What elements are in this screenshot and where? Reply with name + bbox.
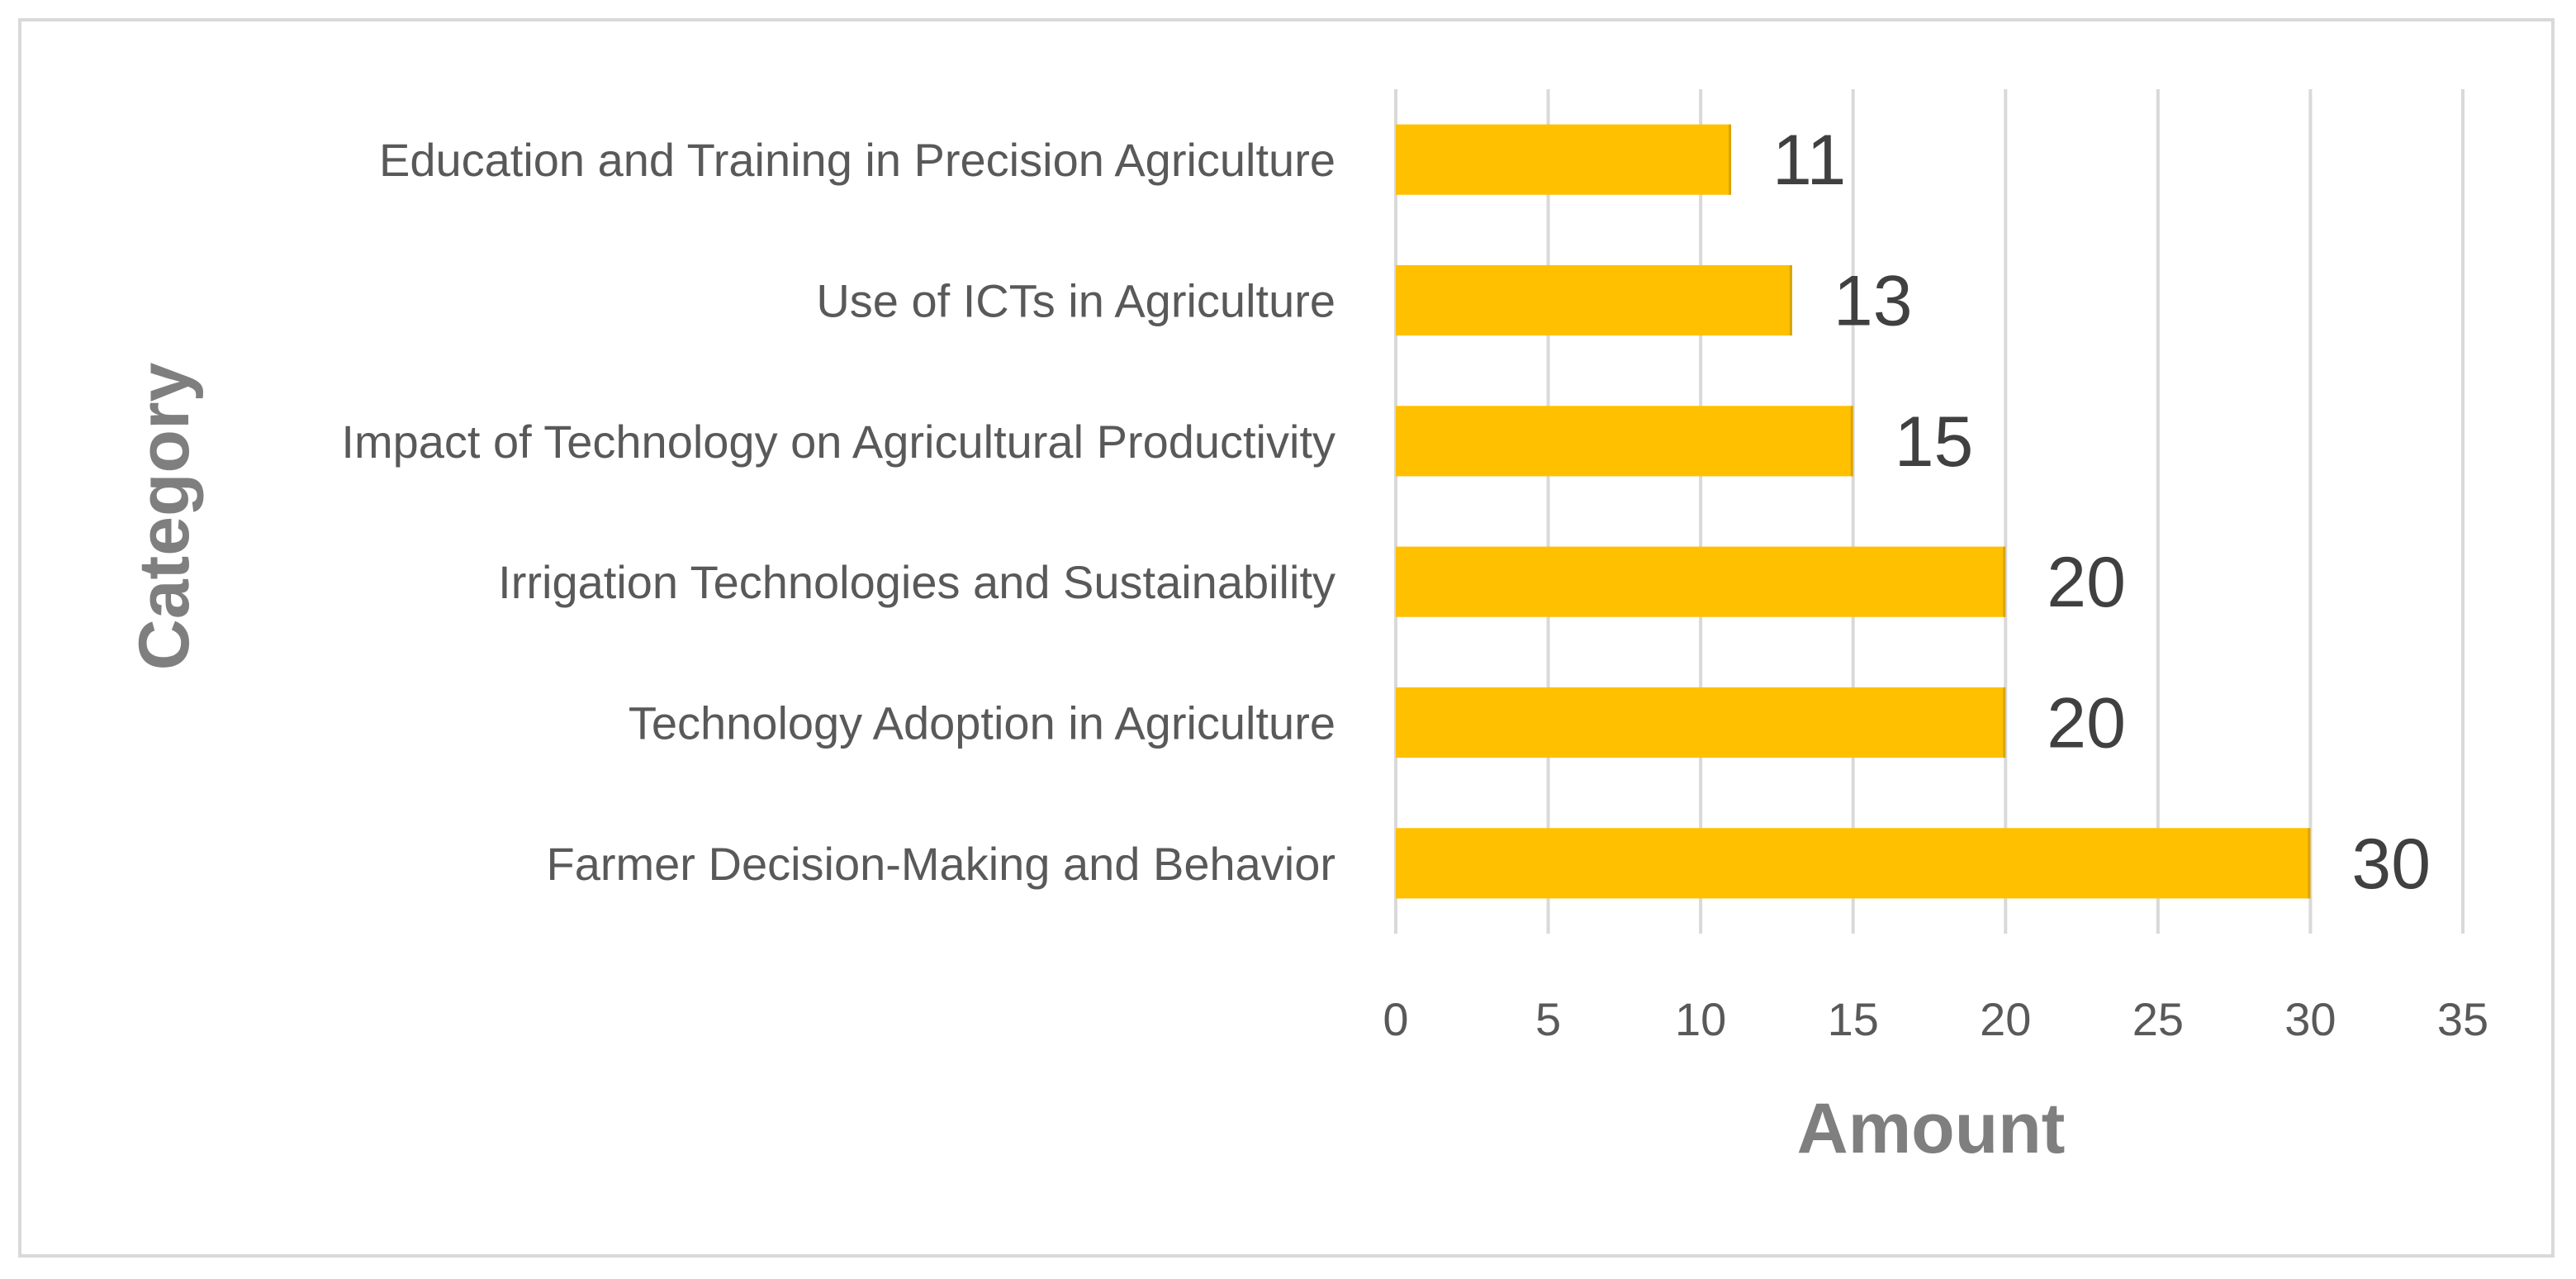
bar-edge-3	[2003, 546, 2006, 617]
data-label-5: 13	[1834, 262, 1913, 341]
bar-5	[1396, 264, 1792, 336]
gridlines	[1394, 89, 2465, 934]
category-label-6: Education and Training in Precision Agri…	[379, 134, 1335, 186]
bar-edge-1	[2308, 828, 2311, 899]
x-tick-label-20: 20	[1980, 993, 2031, 1045]
x-tick-label-15: 15	[1828, 993, 1879, 1045]
data-label-3: 20	[2047, 543, 2126, 622]
bar-4	[1396, 406, 1853, 477]
bar-edge-4	[1850, 406, 1853, 477]
bars	[1396, 124, 2311, 899]
x-tick-label-0: 0	[1383, 993, 1408, 1045]
category-label-5: Use of ICTs in Agriculture	[816, 275, 1335, 327]
data-label-4: 15	[1895, 402, 1974, 482]
x-tick-label-30: 30	[2284, 993, 2336, 1045]
bar-3	[1396, 546, 2006, 617]
chart-frame	[18, 18, 2555, 1258]
bar-1	[1396, 828, 2311, 899]
bar-6	[1396, 124, 1732, 195]
category-label-3: Irrigation Technologies and Sustainabili…	[498, 556, 1335, 608]
x-tick-label-35: 35	[2437, 993, 2488, 1045]
data-label-1: 30	[2351, 825, 2431, 904]
category-label-4: Impact of Technology on Agricultural Pro…	[341, 416, 1335, 468]
data-labels: 30 20 20 15 13 11	[1772, 121, 2431, 904]
x-tick-label-10: 10	[1675, 993, 1726, 1045]
category-labels: Farmer Decision-Making and Behavior Techn…	[341, 134, 1335, 890]
x-axis-title: Amount	[1797, 1089, 2066, 1168]
y-axis-title: Category	[125, 362, 204, 670]
category-label-2: Technology Adoption in Agriculture	[629, 697, 1335, 749]
category-label-1: Farmer Decision-Making and Behavior	[547, 838, 1336, 890]
data-label-2: 20	[2047, 684, 2126, 763]
x-tick-label-25: 25	[2132, 993, 2184, 1045]
bar-edge-2	[2003, 687, 2006, 758]
bar-2	[1396, 687, 2006, 758]
data-label-6: 11	[1772, 121, 1846, 200]
bar-edge-6	[1729, 124, 1732, 195]
x-tick-labels: 0 5 10 15 20 25 30 35	[1383, 993, 2488, 1045]
bar-edge-5	[1789, 264, 1792, 336]
x-tick-label-5: 5	[1535, 993, 1561, 1045]
